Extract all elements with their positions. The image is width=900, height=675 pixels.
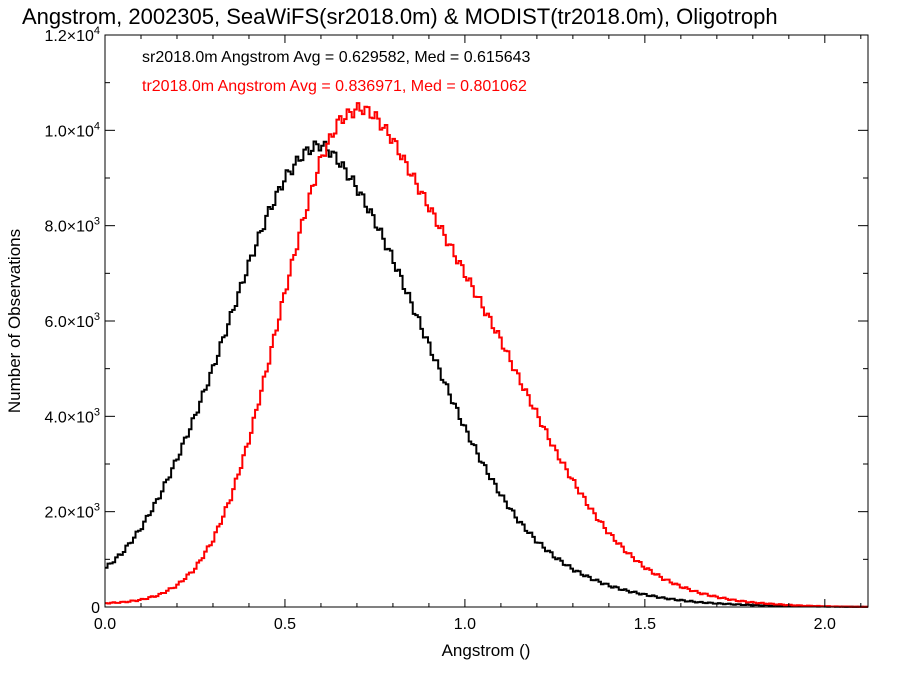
x-axis-ticks: 0.0 0.5 1.0 1.5 2.0 (94, 35, 862, 633)
x-tick-label: 1.5 (634, 616, 656, 633)
y-tick-label: 8.0×103 (44, 216, 100, 236)
y-tick-label: 1.0×104 (44, 120, 100, 140)
x-tick-label: 1.0 (454, 616, 476, 633)
chart-title: Angstrom, 2002305, SeaWiFS(sr2018.0m) & … (22, 4, 778, 29)
y-tick-label: 4.0×103 (44, 406, 100, 426)
histogram-series-0 (105, 140, 868, 608)
y-axis-label: Number of Observations (5, 229, 24, 413)
annotation-tr2018: tr2018.0m Angstrom Avg = 0.836971, Med =… (142, 78, 527, 95)
x-axis-label: Angstrom () (442, 641, 531, 660)
y-tick-label: 0 (91, 600, 100, 617)
x-tick-label: 2.0 (814, 616, 836, 633)
histogram-series-1 (105, 102, 868, 608)
y-axis-ticks: 0 2.0×103 4.0×103 6.0×103 8.0×103 1.0×104 1.2×… (44, 25, 868, 617)
x-tick-label: 0.0 (94, 616, 116, 633)
plot-series-group (105, 102, 868, 608)
y-tick-label: 2.0×103 (44, 502, 100, 522)
y-tick-label: 1.2×104 (44, 25, 100, 45)
y-tick-label: 6.0×103 (44, 311, 100, 331)
annotation-sr2018: sr2018.0m Angstrom Avg = 0.629582, Med =… (142, 49, 531, 66)
x-tick-label: 0.5 (274, 616, 296, 633)
